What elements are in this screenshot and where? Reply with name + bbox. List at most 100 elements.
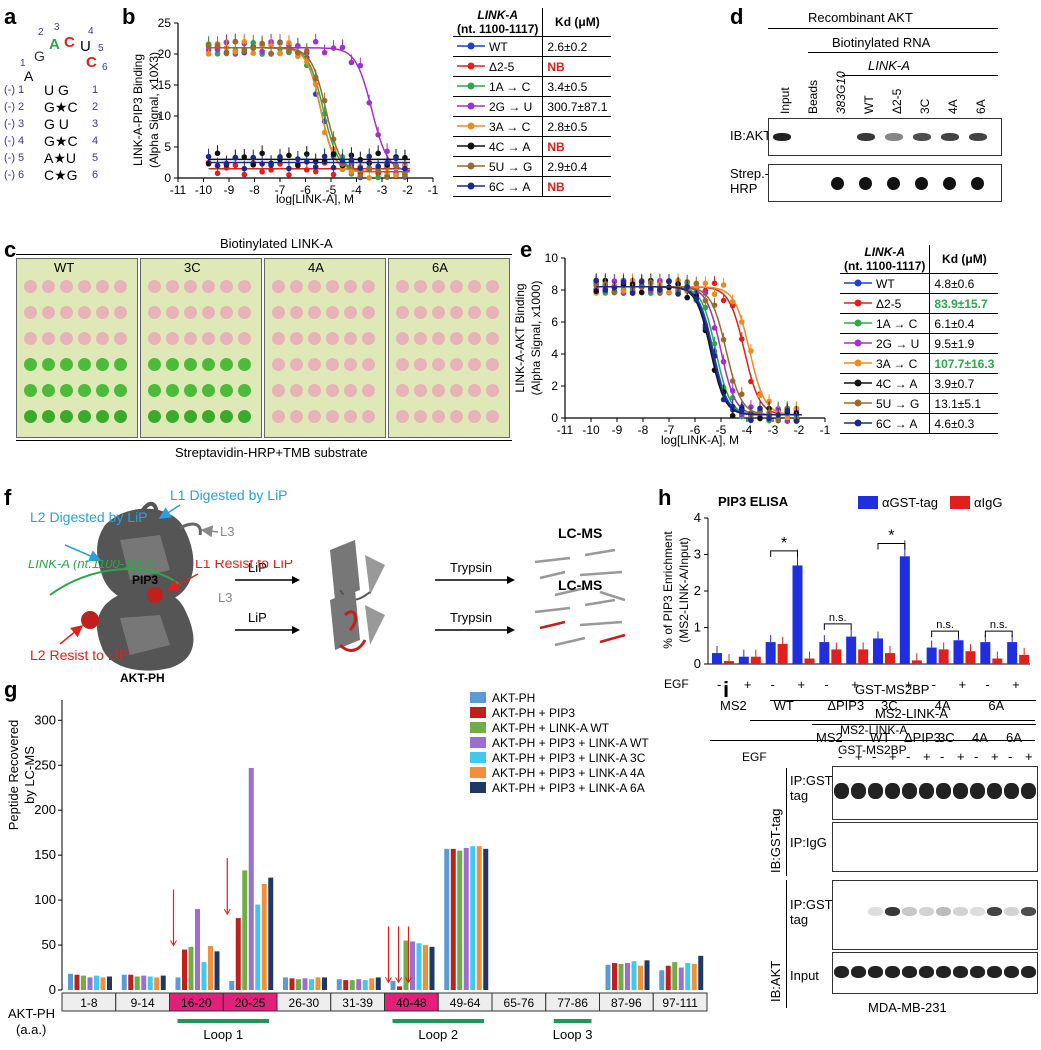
dot-spot [362, 280, 375, 293]
kd-value: 107.7±16.3 [929, 353, 999, 374]
lane-label: WT [862, 95, 876, 114]
dot-spot [468, 280, 481, 293]
hairpin-right-label: 3 [92, 118, 99, 130]
bar [644, 960, 650, 990]
akt-ph-label-bottom: AKT-PH [120, 671, 165, 685]
data-point [339, 157, 346, 164]
panel-d-link-line [842, 75, 998, 76]
y-tick-label: 250 [34, 757, 56, 772]
dot-spot [220, 306, 233, 319]
link-a-label: LINK-A (nt.1100-1117) [28, 560, 155, 571]
akt-band [902, 907, 917, 916]
kd-row-label: 5U → G [876, 396, 920, 411]
egf-sign: + [958, 677, 967, 692]
panel-h-egf-label: EGF [664, 677, 689, 691]
dot-spot [24, 410, 37, 423]
bar [724, 661, 734, 664]
dot-spot [78, 306, 91, 319]
data-point [241, 171, 248, 178]
y-tick-label: 25 [158, 16, 172, 30]
dot-spot [362, 358, 375, 371]
data-point [711, 325, 718, 331]
data-point [720, 282, 727, 288]
legend-marker [457, 82, 485, 89]
kd-table-row: 1A → C 6.1±0.4 [840, 313, 999, 334]
bar [235, 918, 241, 990]
data-point [241, 38, 248, 45]
dot-spot [42, 410, 55, 423]
data-point [286, 172, 292, 178]
category-label: 40-48 [396, 996, 427, 1010]
bar [302, 978, 308, 990]
l3-label-bottom: L3 [218, 590, 232, 605]
dot-spot [326, 384, 339, 397]
y-tick-label: 0 [551, 411, 558, 425]
bar [873, 638, 883, 664]
data-point [729, 412, 736, 419]
category-label: 77-86 [557, 996, 588, 1010]
kd-value: 3.9±0.7 [929, 373, 999, 394]
lane-label: 3C [918, 98, 932, 114]
panel-g-xlabel-1: AKT-PH [8, 1006, 55, 1021]
data-point [620, 279, 627, 285]
dot-spot [238, 280, 251, 293]
data-point [268, 167, 274, 173]
akt-band [1004, 907, 1019, 916]
x-tick-label: -4 [351, 183, 362, 197]
panel-e-kd-table: LINK-A (nt. 1100-1117) Kd (μM) WT 4.8±0.6 Δ2… [840, 245, 999, 434]
y-tick-label: 2 [694, 583, 701, 598]
strep-dot [943, 177, 956, 190]
data-point [330, 151, 337, 157]
panel-d-row1-label: IB:AKT [730, 128, 772, 143]
data-point [402, 165, 408, 172]
panel-d-strep-blot [768, 164, 1002, 202]
gst-band [936, 783, 951, 799]
dot-spot [486, 280, 499, 293]
bar [362, 980, 368, 990]
category-label: 31-39 [342, 996, 373, 1010]
data-point [241, 48, 248, 55]
bar [691, 963, 697, 990]
bar [885, 653, 895, 664]
dot-spot [42, 384, 55, 397]
data-point [684, 284, 690, 290]
bar [322, 977, 327, 990]
dot-spot [78, 410, 91, 423]
kd-row-label: WT [489, 39, 508, 54]
dot-spot [78, 332, 91, 345]
panel-b-table-header-1: LINK-A [477, 8, 519, 22]
kd-table-row: 5U → G 2.9±0.4 [453, 156, 612, 177]
kd-value: 2.6±0.2 [542, 36, 612, 57]
kd-value: NB [542, 56, 612, 77]
y-tick-label: 0 [694, 656, 701, 671]
bar [141, 975, 147, 990]
y-tick-label: 50 [42, 937, 56, 952]
data-point [286, 165, 292, 172]
bar [229, 981, 235, 990]
panel-h-title: PIP3 ELISA [718, 494, 789, 509]
dot-spot [308, 306, 321, 319]
panel-h-ylabel-1: % of PIP3 Enrichment [661, 531, 675, 649]
category-label: 65-76 [504, 996, 535, 1010]
dot-spot [78, 280, 91, 293]
panel-g-red-arrows [170, 858, 412, 984]
data-point [348, 59, 355, 66]
panel-b-table-kd: Kd (μM) [542, 8, 612, 37]
hairpin-left-label: (-) 6 [4, 169, 25, 181]
bar [470, 846, 476, 990]
dot-spot [272, 358, 285, 371]
panel-e-ylabel-1: LINK-A-AKT Binding [513, 283, 527, 392]
bar [214, 951, 220, 990]
dot-spot [326, 358, 339, 371]
akt-band [969, 133, 987, 141]
data-point [259, 161, 265, 167]
dot-spot [24, 280, 37, 293]
hairpin-pair: A★U [44, 150, 76, 166]
akt-band [1021, 907, 1036, 916]
dot-spot [396, 410, 409, 423]
data-point [286, 152, 292, 159]
data-point [223, 50, 230, 57]
dot-spot [238, 410, 251, 423]
legend-swatch [470, 737, 486, 748]
legend-marker [844, 399, 872, 406]
